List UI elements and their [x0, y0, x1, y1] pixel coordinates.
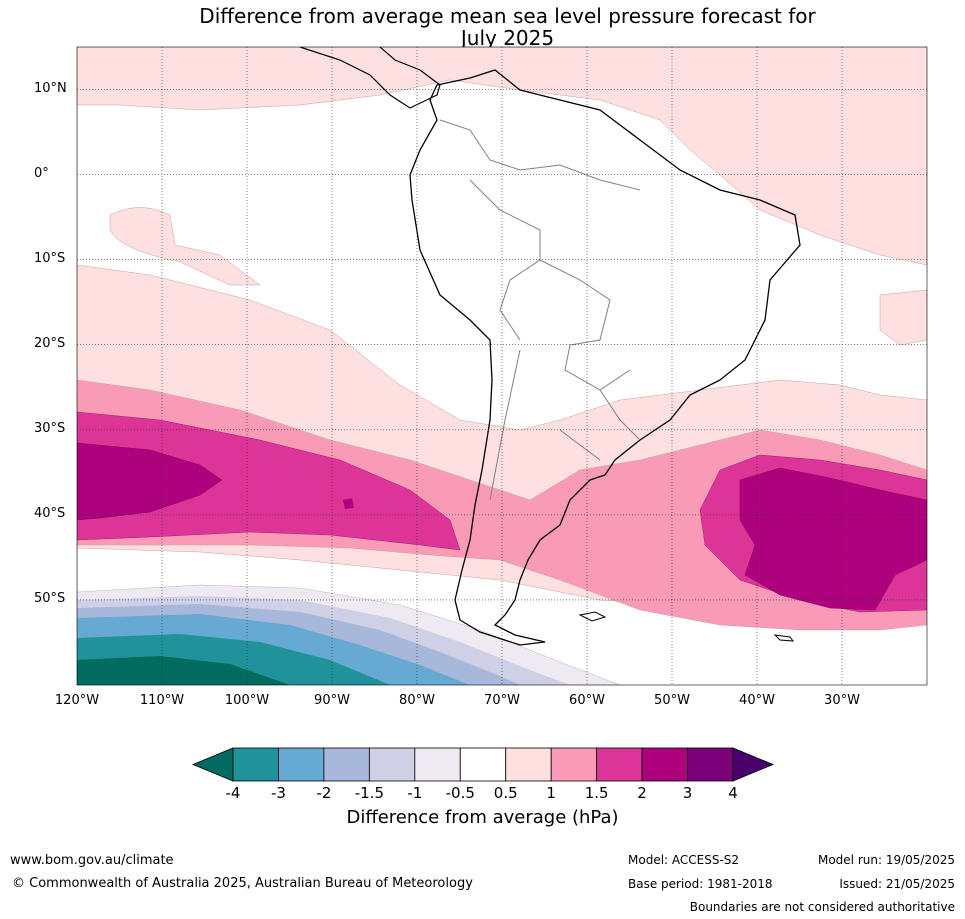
- south-georgia: [773, 634, 795, 642]
- falkland-islands: [578, 611, 607, 622]
- colorbar-tick-label: -4: [225, 784, 241, 802]
- anomaly-fields: [77, 47, 927, 685]
- footer-issued: Issued: 21/05/2025: [839, 877, 955, 891]
- colorbar-tick-label: -2: [316, 784, 332, 802]
- longitude-label: 110°W: [139, 693, 185, 708]
- colorbar-tick-label: 1.5: [584, 784, 609, 802]
- anomaly-region-0.5-1-blob: [109, 207, 261, 286]
- chart-title-line-1: Difference from average mean sea level p…: [199, 4, 816, 28]
- footer-model-run: Model run: 19/05/2025: [817, 853, 955, 867]
- longitude-label: 80°W: [399, 693, 435, 708]
- longitude-label: 40°W: [739, 693, 775, 708]
- longitude-label: 70°W: [484, 693, 520, 708]
- colorbar-tick-label: 1: [546, 784, 556, 802]
- anomaly-region-1-1.5: [77, 379, 927, 631]
- anomaly-band-minus-4: [77, 656, 290, 685]
- anomaly-region-1.5-2-west: [77, 411, 461, 551]
- colorbar-swatch: [641, 747, 688, 782]
- colorbar-swatch: [596, 747, 643, 782]
- colorbar: [191, 747, 775, 782]
- colorbar-swatch: [323, 747, 370, 782]
- footer-url[interactable]: www.bom.gov.au/climate: [10, 853, 174, 868]
- coastlines: [299, 47, 801, 646]
- colorbar-tick-label: 2: [637, 784, 647, 802]
- colorbar-swatch: [550, 747, 598, 782]
- footer-disclaimer: Boundaries are not considered authoritat…: [689, 900, 955, 914]
- latitude-label: 20°S: [34, 335, 66, 351]
- footer-base-period: Base period: 1981-2018: [628, 877, 773, 891]
- graticule: [77, 47, 927, 685]
- central-america-coastline: [299, 47, 441, 109]
- footer-model: Model: ACCESS-S2: [628, 853, 740, 867]
- colorbar-swatch: [459, 747, 507, 782]
- latitude-label: 40°S: [34, 505, 66, 521]
- colorbar-tick-label: -1: [407, 784, 423, 802]
- colorbar-swatch: [278, 747, 325, 782]
- colorbar-title: Difference from average (hPa): [346, 807, 619, 828]
- colorbar-tick-label: 0.5: [493, 784, 518, 802]
- longitude-label: 60°W: [569, 693, 605, 708]
- latitude-label: 50°S: [34, 590, 66, 606]
- longitude-label: 90°W: [314, 693, 350, 708]
- latitude-label: 10°S: [34, 250, 66, 266]
- anomaly-region-2-3-east: [739, 467, 927, 611]
- map-frame: [76, 46, 928, 686]
- anomaly-region-2-3-spot: [343, 498, 354, 509]
- colorbar-swatch: [687, 747, 734, 782]
- south-america-coastline: [409, 69, 801, 646]
- colorbar-tick-label: 4: [728, 784, 738, 802]
- colorbar-swatch: [414, 747, 461, 782]
- colorbar-swatch: [368, 747, 416, 782]
- longitude-label: 50°W: [654, 693, 690, 708]
- colorbar-tick-label: 3: [682, 784, 693, 802]
- anomaly-region-0.5-1-east: [879, 289, 927, 346]
- latitude-label: 10°N: [34, 80, 67, 96]
- chart-title-line-2: July 2025: [460, 26, 555, 50]
- colorbar-tick-label: -3: [270, 784, 286, 802]
- longitude-label: 120°W: [54, 693, 100, 708]
- country-borders: [439, 119, 641, 501]
- latitude-label: 0°: [34, 165, 49, 181]
- colorbar-swatch: [232, 747, 279, 782]
- footer-copyright: © Commonwealth of Australia 2025, Austra…: [12, 876, 473, 891]
- anomaly-region-2-3-west: [77, 442, 223, 521]
- colorbar-tick-label: -0.5: [445, 784, 475, 802]
- colorbar-swatch: [505, 747, 552, 782]
- longitude-label: 100°W: [224, 693, 270, 708]
- longitude-label: 30°W: [824, 693, 860, 708]
- latitude-label: 30°S: [34, 420, 66, 436]
- colorbar-tick-label: -1.5: [354, 784, 384, 802]
- anomaly-region-0.5-1-north: [77, 47, 927, 266]
- colorbar-extend-high: [732, 747, 775, 782]
- colorbar-extend-low: [191, 747, 234, 782]
